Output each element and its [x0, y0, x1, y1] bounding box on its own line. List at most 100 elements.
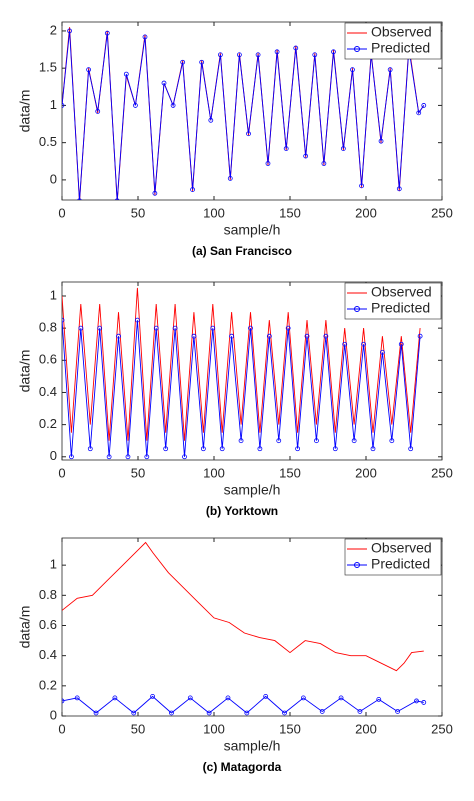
series-marker	[342, 341, 348, 347]
series-marker	[93, 710, 99, 716]
y-tick-label: 0.8	[39, 320, 57, 335]
x-tick-label: 50	[131, 721, 145, 736]
series-marker	[421, 103, 427, 108]
caption: (c) Matagorda	[203, 760, 282, 774]
series-marker	[62, 103, 65, 108]
series-marker	[200, 446, 206, 452]
caption: (b) Yorktown	[206, 504, 278, 518]
x-tick-label: 100	[203, 721, 225, 736]
y-tick-label: 1	[50, 557, 57, 572]
series-marker	[331, 49, 336, 55]
series-marker	[114, 198, 120, 200]
x-tick-label: 200	[355, 721, 377, 736]
series-marker	[396, 186, 402, 192]
series-marker	[142, 34, 148, 40]
series-marker	[191, 333, 197, 339]
series-marker	[304, 333, 310, 339]
y-tick-label: 0.6	[39, 617, 57, 632]
y-axis-label: data/m	[17, 90, 33, 133]
y-tick-label: 0.8	[39, 587, 57, 602]
series-marker	[199, 59, 205, 65]
series-marker	[74, 695, 80, 701]
series-marker	[248, 325, 253, 331]
series-marker	[131, 710, 137, 716]
series-marker	[257, 446, 263, 452]
series-marker	[161, 80, 167, 86]
series-line	[62, 30, 425, 200]
series-marker	[206, 710, 212, 716]
series-marker	[180, 59, 186, 65]
panel: 0 50 100 150 200 250 0 0.5 1 1.5 2 sample/h data/m (a…	[17, 21, 453, 258]
x-tick-label: 100	[203, 205, 225, 220]
series-marker	[133, 103, 138, 108]
series-marker	[219, 446, 225, 452]
x-tick-label: 0	[58, 465, 65, 480]
series-marker	[398, 341, 404, 347]
series-marker	[265, 161, 271, 166]
series-marker	[359, 183, 364, 189]
x-tick-label: 100	[203, 465, 225, 480]
legend-box	[344, 538, 442, 576]
series-marker	[123, 71, 129, 77]
panel: 0 50 100 150 200 250 0 0.2 0.4 0.6 0.8 1 sample/h dat…	[17, 281, 453, 518]
panel: 0 50 100 150 200 250 0 0.2 0.4 0.6 0.8 1 sample/h dat…	[17, 537, 453, 774]
series-marker	[62, 317, 65, 323]
x-axis-label: sample/h	[224, 738, 281, 754]
series-marker	[152, 190, 158, 196]
data	[62, 541, 427, 716]
series-marker	[282, 710, 287, 716]
series-marker	[244, 710, 250, 716]
y-axis-label: data/m	[17, 606, 33, 649]
series-marker	[112, 695, 118, 701]
series-line	[62, 287, 421, 441]
x-tick-label: 150	[279, 721, 301, 736]
series-marker	[380, 349, 385, 355]
series-marker	[389, 438, 395, 444]
series-marker	[370, 446, 376, 452]
series-marker	[104, 30, 110, 36]
y-tick-label: 0.6	[39, 352, 57, 367]
series-marker	[95, 108, 101, 114]
x-tick-label: 0	[58, 205, 65, 220]
data	[62, 287, 423, 460]
x-axis-label: sample/h	[224, 222, 281, 238]
x-tick-label: 250	[431, 465, 453, 480]
legend-label: Observed	[371, 24, 432, 40]
series-marker	[77, 198, 82, 200]
series-marker	[217, 52, 223, 58]
series-marker	[323, 333, 329, 339]
series-marker	[144, 454, 150, 460]
series-marker	[414, 698, 419, 704]
series-marker	[395, 709, 401, 714]
series-marker	[236, 52, 242, 58]
y-tick-label: 0.5	[39, 134, 57, 149]
series-marker	[106, 454, 112, 460]
series-marker	[97, 325, 103, 331]
series-marker	[229, 333, 235, 339]
x-tick-label: 50	[131, 205, 145, 220]
series-marker	[319, 709, 325, 714]
legend-label: Predicted	[371, 40, 430, 56]
data	[62, 27, 427, 200]
series-marker	[69, 454, 74, 460]
series-marker	[227, 176, 233, 181]
series-marker	[321, 161, 327, 166]
x-tick-label: 150	[279, 465, 301, 480]
legend-label: Observed	[371, 284, 432, 300]
series-line	[62, 695, 424, 714]
series-marker	[351, 438, 357, 444]
y-tick-label: 0.4	[39, 384, 57, 399]
series-marker	[67, 28, 72, 34]
series-marker	[182, 454, 187, 460]
series-marker	[340, 146, 346, 152]
series-marker	[255, 52, 261, 58]
series-marker	[238, 438, 244, 444]
series-line	[62, 541, 424, 672]
series-marker	[78, 325, 84, 331]
series-marker	[125, 454, 131, 460]
y-tick-label: 0.2	[39, 416, 57, 431]
series-marker	[116, 333, 121, 339]
y-tick-label: 0	[50, 707, 57, 722]
